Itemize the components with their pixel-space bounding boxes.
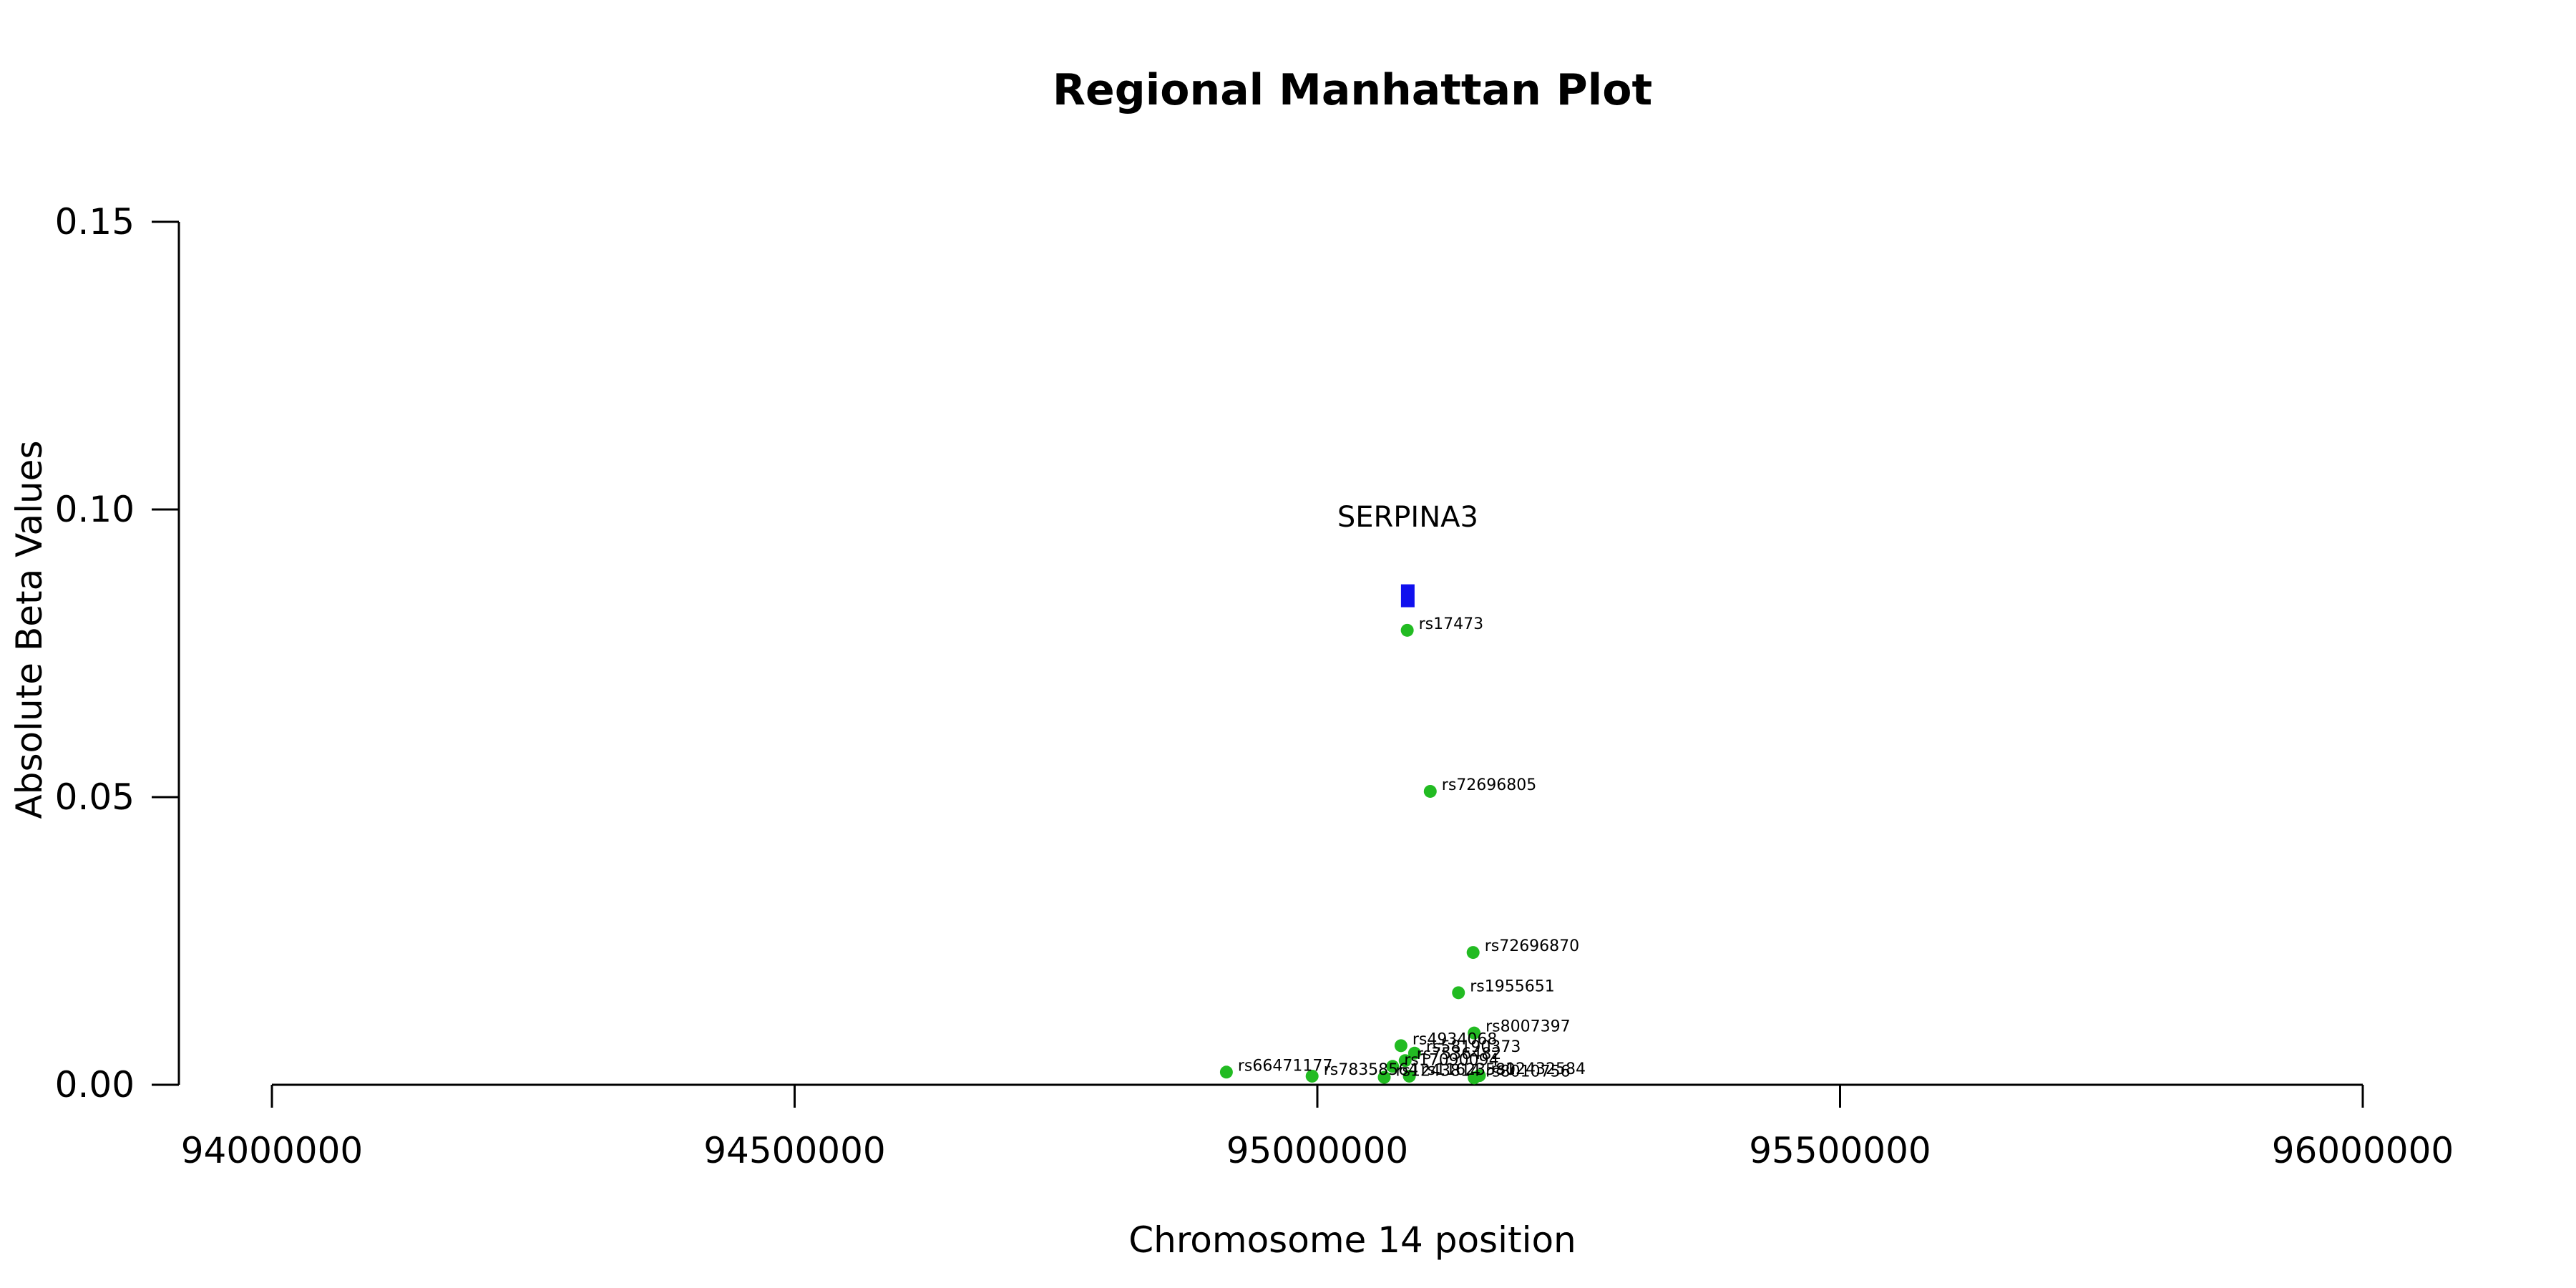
data-point (1398, 1054, 1412, 1068)
data-point (1407, 1046, 1421, 1060)
x-tick-label: 94000000 (181, 1130, 364, 1171)
x-tick-label: 94500000 (703, 1130, 886, 1171)
point-label: rs72696805 (1442, 776, 1536, 794)
point-label: rs12432584 (1491, 1060, 1585, 1078)
data-point (1466, 946, 1480, 960)
point-label: rs8010756 (1485, 1063, 1571, 1080)
y-tick-label: 0.15 (55, 201, 135, 243)
y-tick-label: 0.10 (55, 489, 135, 530)
y-tick-label: 0.00 (55, 1064, 135, 1106)
point-labels-layer: rs17473 rs72696805 rs72696870 rs1955651 rs80… (1238, 615, 1586, 1081)
y-axis-label: Absolute Beta Values (9, 441, 50, 819)
y-axis-ticks: 0.00 0.05 0.10 0.15 (55, 201, 179, 1106)
point-label: rs7536482 (1417, 1045, 1502, 1063)
data-point (1386, 1060, 1400, 1073)
data-point (1423, 784, 1437, 798)
x-axis-label: Chromosome 14 position (1128, 1219, 1576, 1261)
chart-title: Regional Manhattan Plot (1053, 65, 1652, 115)
point-label: rs72696870 (1485, 937, 1579, 955)
data-point (1377, 1070, 1391, 1084)
y-tick-label: 0.05 (55, 776, 135, 818)
data-point (1468, 1071, 1481, 1085)
data-point (1400, 623, 1414, 637)
data-point (1468, 1026, 1481, 1040)
point-label: rs4934068 (1413, 1030, 1497, 1048)
x-tick-label: 95500000 (1749, 1130, 1931, 1171)
x-tick-label: 96000000 (2272, 1130, 2454, 1171)
x-tick-label: 95000000 (1226, 1130, 1409, 1171)
data-point (1394, 1039, 1407, 1053)
data-point (1452, 986, 1465, 1000)
x-axis-ticks: 94000000 94500000 95000000 95500000 96000000 (181, 1085, 2454, 1171)
points-layer (1219, 623, 1486, 1085)
data-point (1219, 1065, 1233, 1079)
gene-layer: SERPINA3 (1337, 501, 1478, 608)
point-label: rs58190373 (1426, 1038, 1521, 1056)
point-label: rs78358564 (1324, 1061, 1418, 1079)
point-label: rs17473 (1419, 615, 1484, 633)
data-point (1305, 1069, 1319, 1083)
point-label: rs1955651 (1470, 977, 1555, 995)
point-label: rs11623580 (1421, 1061, 1516, 1079)
point-label: rs8007397 (1485, 1018, 1571, 1036)
gene-block (1400, 584, 1415, 608)
point-label: rs1243814 (1396, 1063, 1480, 1080)
point-label: rs17090094 (1404, 1051, 1498, 1069)
data-point (1402, 1069, 1416, 1083)
gene-label: SERPINA3 (1337, 501, 1478, 534)
point-label: rs66471177 (1238, 1057, 1332, 1075)
